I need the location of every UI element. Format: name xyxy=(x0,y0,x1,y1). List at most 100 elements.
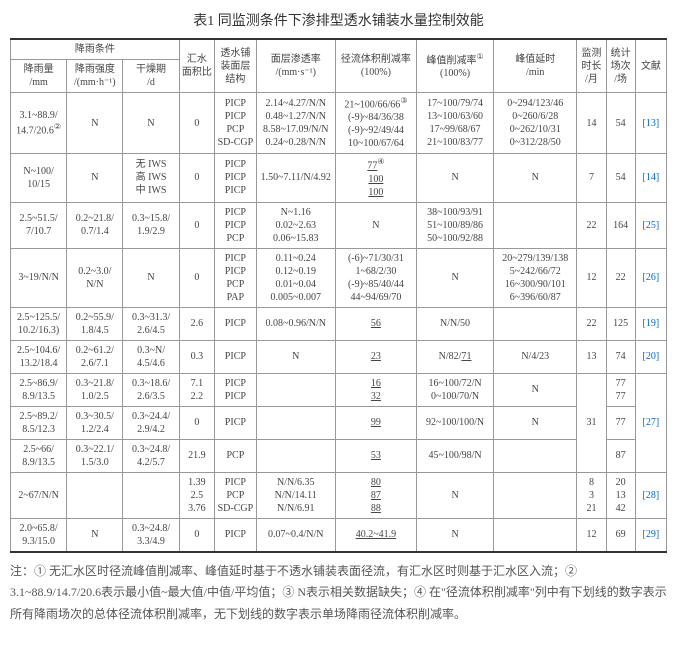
table-cell: N xyxy=(123,93,179,154)
table-cell: [14] xyxy=(635,154,666,202)
table-cell: 7.1 2.2 xyxy=(179,373,214,406)
table-cell xyxy=(67,472,123,518)
table-cell: PICP xyxy=(215,307,257,340)
table-cell: 0 xyxy=(179,93,214,154)
table-cell: N/N/50 xyxy=(417,307,494,340)
header-permeability: 面层渗透率 /(mm·s⁻¹) xyxy=(256,39,335,93)
table-cell: 0.2~55.9/ 1.8/4.5 xyxy=(67,307,123,340)
table-cell: PICP PICP PICP xyxy=(215,154,257,202)
table-cell: 12 xyxy=(577,248,606,307)
table-cell: 2.0~65.8/ 9.3/15.0 xyxy=(11,518,67,552)
header-dry-period: 干燥期 /d xyxy=(123,60,179,93)
table-cell: 45~100/98/N xyxy=(417,439,494,472)
table-cell: 0.2~21.8/ 0.7/1.4 xyxy=(67,202,123,248)
table-cell: 0.3~18.6/ 2.6/3.5 xyxy=(123,373,179,406)
table-row: 2~67/N/N1.39 2.5 3.76PICP PCP SD-CGPN/N/… xyxy=(11,472,667,518)
table-cell: 808788 xyxy=(335,472,416,518)
table-cell xyxy=(494,472,577,518)
table-cell xyxy=(123,472,179,518)
table-cell: 0.2~3.0/ N/N xyxy=(67,248,123,307)
table-row: 2.5~86.9/ 8.9/13.50.3~21.8/ 1.0/2.50.3~1… xyxy=(11,373,667,406)
table-cell: 69 xyxy=(606,518,635,552)
table-notes: 注：① 无汇水区时径流峰值削减率、峰值延时基于不透水铺装表面径流，有汇水区时则基… xyxy=(10,561,667,626)
table-cell: 0.08~0.96/N/N xyxy=(256,307,335,340)
table-cell: N~100/ 10/15 xyxy=(11,154,67,202)
table-cell: 1632 xyxy=(335,373,416,406)
table-cell: N xyxy=(494,373,577,406)
table-cell: N xyxy=(417,472,494,518)
table-cell: 2~67/N/N xyxy=(11,472,67,518)
table-cell: [13] xyxy=(635,93,666,154)
table-cell: 40.2~41.9 xyxy=(335,518,416,552)
table-cell: N xyxy=(67,518,123,552)
header-peak-delay: 峰值延时 /min xyxy=(494,39,577,93)
table-cell: N xyxy=(256,340,335,373)
table-row: 2.5~125.5/ 10.2/16.3)0.2~55.9/ 1.8/4.50.… xyxy=(11,307,667,340)
table-cell: PICP PCP SD-CGP xyxy=(215,472,257,518)
table-cell: 87 xyxy=(606,439,635,472)
table-cell: N/4/23 xyxy=(494,340,577,373)
table-cell: 7 xyxy=(577,154,606,202)
table-cell: [26] xyxy=(635,248,666,307)
table-cell: [25] xyxy=(635,202,666,248)
table-cell xyxy=(256,373,335,406)
header-events: 统计 场次 /场 xyxy=(606,39,635,93)
table-cell: 53 xyxy=(335,439,416,472)
table-cell: PCP xyxy=(215,439,257,472)
table-cell: PICP PICP PCP SD-CGP xyxy=(215,93,257,154)
header-volume-reduction: 径流体积削减率(100%) xyxy=(335,39,416,93)
header-peak-reduction: 峰值削减率①(100%) xyxy=(417,39,494,93)
table-cell: 20~279/139/138 5~242/66/72 16~300/90/101… xyxy=(494,248,577,307)
table-cell: 无 IWS 高 IWS 中 IWS xyxy=(123,154,179,202)
table-cell: 2.5~89.2/ 8.5/12.3 xyxy=(11,406,67,439)
table-cell: [27] xyxy=(635,373,666,472)
table-cell: 20 13 42 xyxy=(606,472,635,518)
table-cell: N xyxy=(417,518,494,552)
table-cell: 31 xyxy=(577,373,606,472)
table-cell: 0 xyxy=(179,406,214,439)
table-cell: 3~19/N/N xyxy=(11,248,67,307)
table-cell: 54 xyxy=(606,93,635,154)
table-cell: 0.3~30.5/ 1.2/2.4 xyxy=(67,406,123,439)
table-cell: 1.50~7.11/N/4.92 xyxy=(256,154,335,202)
data-table: 降雨条件 汇水 面积比 透水铺 装面层 结构 面层渗透率 /(mm·s⁻¹) 径… xyxy=(10,38,667,553)
table-row: 2.5~66/ 8.9/13.50.3~22.1/ 1.5/3.00.3~24.… xyxy=(11,439,667,472)
table-cell xyxy=(256,406,335,439)
table-cell xyxy=(256,439,335,472)
table-cell: (-6)~71/30/31 1~68/2/30 (-9)~85/40/44 44… xyxy=(335,248,416,307)
table-title: 表1 同监测条件下渗排型透水铺装水量控制效能 xyxy=(10,10,667,30)
table-cell: 22 xyxy=(577,202,606,248)
table-cell: PICP PICP PCP xyxy=(215,202,257,248)
table-row: 2.5~104.6/ 13.2/18.40.2~61.2/ 2.6/7.10.3… xyxy=(11,340,667,373)
table-cell: 77 77 xyxy=(606,373,635,406)
table-cell: 22 xyxy=(606,248,635,307)
header-intensity: 降雨强度 /(mm·h⁻¹) xyxy=(67,60,123,93)
table-cell: 0 xyxy=(179,518,214,552)
table-cell: 0.11~0.24 0.12~0.19 0.01~0.04 0.005~0.00… xyxy=(256,248,335,307)
table-cell: 22 xyxy=(577,307,606,340)
table-cell: 0.3~24.4/ 2.9/4.2 xyxy=(123,406,179,439)
table-cell: 99 xyxy=(335,406,416,439)
table-cell: N/82/71 xyxy=(417,340,494,373)
header-area-ratio: 汇水 面积比 xyxy=(179,39,214,93)
table-cell: 74 xyxy=(606,340,635,373)
table-cell: N xyxy=(123,248,179,307)
table-row: 2.5~89.2/ 8.5/12.30.3~30.5/ 1.2/2.40.3~2… xyxy=(11,406,667,439)
header-duration: 监测 时长 /月 xyxy=(577,39,606,93)
table-cell: [19] xyxy=(635,307,666,340)
table-cell: 21.9 xyxy=(179,439,214,472)
table-cell: 16~100/72/N 0~100/70/N xyxy=(417,373,494,406)
table-cell: 0.3~24.8/ 3.3/4.9 xyxy=(123,518,179,552)
table-cell: 2.5~51.5/ 7/10.7 xyxy=(11,202,67,248)
table-cell: 0.07~0.4/N/N xyxy=(256,518,335,552)
table-cell: 77 xyxy=(606,406,635,439)
table-cell: 125 xyxy=(606,307,635,340)
table-cell: 2.5~66/ 8.9/13.5 xyxy=(11,439,67,472)
table-cell: 2.5~86.9/ 8.9/13.5 xyxy=(11,373,67,406)
table-cell: 23 xyxy=(335,340,416,373)
table-cell: 38~100/93/91 51~100/89/86 50~100/92/88 xyxy=(417,202,494,248)
table-cell: 0~294/123/46 0~260/6/28 0~262/10/31 0~31… xyxy=(494,93,577,154)
table-cell: 2.6 xyxy=(179,307,214,340)
table-cell: [20] xyxy=(635,340,666,373)
header-rainfall: 降雨量 /mm xyxy=(11,60,67,93)
